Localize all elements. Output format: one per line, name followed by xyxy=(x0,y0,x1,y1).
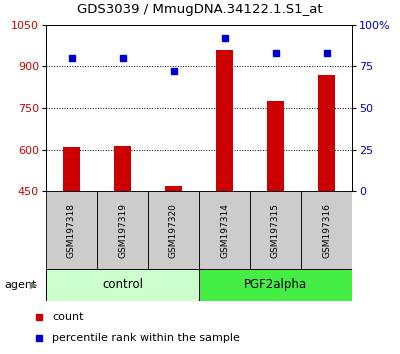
Bar xyxy=(164,185,182,191)
Text: GSM197318: GSM197318 xyxy=(67,202,76,258)
Text: GSM197320: GSM197320 xyxy=(169,202,178,258)
Bar xyxy=(114,146,132,191)
Bar xyxy=(46,269,199,301)
Bar xyxy=(97,191,148,269)
Bar xyxy=(199,191,250,269)
Text: agent: agent xyxy=(4,280,36,290)
Bar xyxy=(301,191,352,269)
Text: PGF2alpha: PGF2alpha xyxy=(244,279,307,291)
Text: count: count xyxy=(52,312,84,322)
Text: GSM197314: GSM197314 xyxy=(220,202,229,258)
Bar xyxy=(148,191,199,269)
Bar xyxy=(199,269,352,301)
Text: control: control xyxy=(102,279,143,291)
Text: GSM197315: GSM197315 xyxy=(271,202,280,258)
Bar xyxy=(46,191,97,269)
Bar xyxy=(266,101,284,191)
Bar xyxy=(216,50,234,191)
Bar xyxy=(62,147,80,191)
Bar xyxy=(318,75,336,191)
Text: percentile rank within the sample: percentile rank within the sample xyxy=(52,332,240,343)
Text: GSM197319: GSM197319 xyxy=(118,202,127,258)
Text: ▶: ▶ xyxy=(30,280,38,290)
Bar xyxy=(250,191,301,269)
Text: GSM197316: GSM197316 xyxy=(322,202,331,258)
Text: GDS3039 / MmugDNA.34122.1.S1_at: GDS3039 / MmugDNA.34122.1.S1_at xyxy=(77,3,323,16)
